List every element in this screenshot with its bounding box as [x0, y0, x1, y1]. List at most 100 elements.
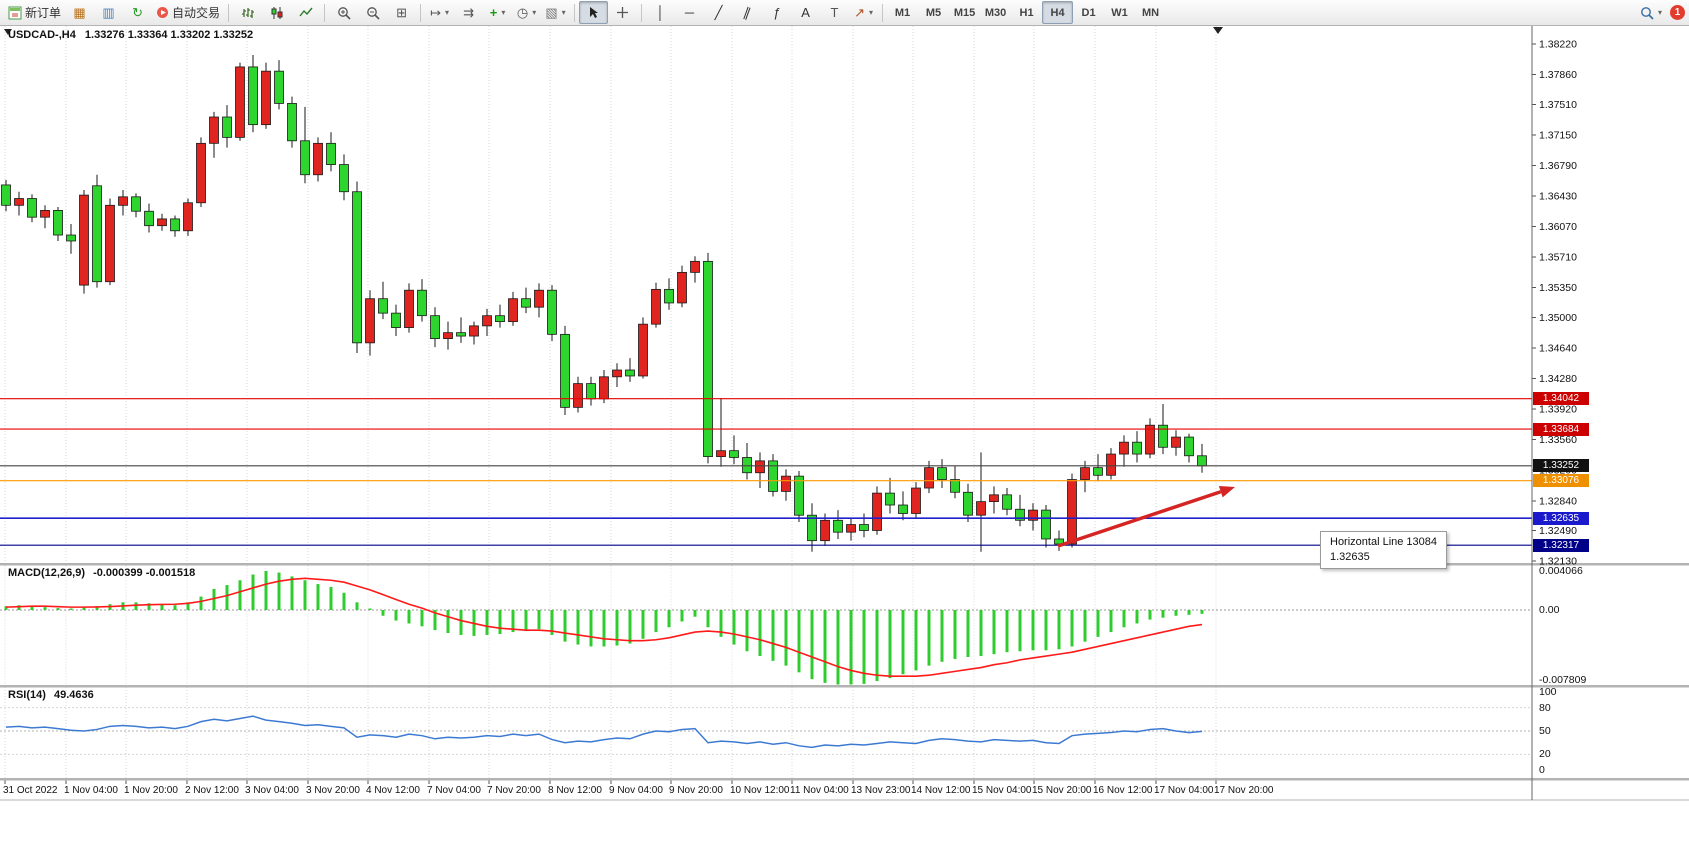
candle — [690, 260, 700, 273]
candle — [352, 191, 362, 344]
candle — [612, 369, 622, 378]
candle — [261, 70, 271, 126]
timeframe-button-mn[interactable]: MN — [1141, 6, 1160, 19]
line-chart-button[interactable] — [291, 1, 320, 24]
time-axis-label: 7 Nov 20:00 — [487, 785, 541, 796]
vertical-line-button[interactable]: │ — [646, 1, 675, 24]
equidistant-channel-icon: ∥ — [741, 4, 754, 21]
candle — [469, 325, 479, 337]
add-indicator-icon: + — [489, 5, 498, 20]
equidistant-channel-button[interactable]: ∥ — [733, 1, 762, 24]
tile-windows-button[interactable]: ⊞ — [387, 1, 416, 24]
candle — [859, 524, 869, 531]
timeframe-button-m1[interactable]: M1 — [894, 6, 911, 19]
rsi-line — [5, 715, 1203, 749]
auto-trading-button[interactable]: 自动交易 — [152, 1, 224, 24]
candle — [599, 376, 609, 400]
vertical-line-icon: │ — [656, 5, 665, 20]
timeframe-button-m5[interactable]: M5 — [925, 6, 942, 19]
candle — [1197, 455, 1207, 467]
axes-group[interactable]: 31 Oct 2022 1 Nov 04:00 1 Nov 20:00 2 Nov 1… — [0, 25, 1689, 801]
search-button[interactable]: ▾ — [1636, 1, 1666, 24]
timeframe-button-d1[interactable]: D1 — [1081, 6, 1096, 19]
one-click-trading-toggle-icon[interactable] — [4, 29, 12, 35]
candle — [716, 450, 726, 458]
rsi-indicator-label: RSI(14) 49.4636 — [8, 689, 94, 701]
text-label-button[interactable]: T — [820, 1, 849, 24]
candle — [417, 289, 427, 317]
time-axis-label: 1 Nov 04:00 — [64, 785, 118, 796]
candlestick-chart-button[interactable] — [262, 1, 291, 24]
candle — [235, 66, 245, 138]
refresh-button[interactable]: ↻ — [123, 1, 152, 24]
candle — [781, 475, 791, 492]
refresh-icon: ↻ — [132, 5, 143, 20]
templates-button[interactable]: ▧ ▾ — [541, 1, 570, 24]
crosshair-icon — [617, 7, 629, 18]
candle — [1028, 509, 1038, 521]
candle — [339, 164, 349, 193]
horizontal-line-button[interactable]: ─ — [675, 1, 704, 24]
toolbar: 新订单 ▦ ▥ ↻ 自动交易 ⊞ ↦ ▾ ⇉ + ▾ ◷ ▾ ▧ ▾ — [0, 0, 1689, 26]
timeframe-button-h1[interactable]: H1 — [1019, 6, 1034, 19]
chevron-down-icon: ▾ — [1657, 8, 1662, 17]
search-icon — [1641, 6, 1654, 20]
candlestick-chart-icon — [271, 6, 283, 19]
new-order-button[interactable]: 新订单 — [4, 1, 65, 24]
time-axis-label: 17 Nov 04:00 — [1154, 785, 1214, 796]
auto-scroll-button[interactable]: ⇉ — [454, 1, 483, 24]
candle — [144, 210, 154, 227]
candle — [872, 492, 882, 531]
object-tooltip: Horizontal Line 13084 1.32635 — [1320, 531, 1448, 569]
cursor-button[interactable] — [579, 1, 609, 24]
candle — [976, 501, 986, 516]
scroll-position-marker-icon[interactable] — [1213, 27, 1223, 34]
fibonacci-button[interactable]: ƒ — [762, 1, 791, 24]
candle — [27, 198, 37, 218]
chart-ohlc-values: 1.33276 1.33364 1.33202 1.33252 — [84, 29, 254, 41]
periods-button[interactable]: ◷ ▾ — [512, 1, 541, 24]
arrow-shapes-button[interactable]: ↗ ▾ — [849, 1, 878, 24]
notification-badge[interactable]: 1 — [1670, 5, 1685, 20]
timeframe-button-m30[interactable]: M30 — [984, 6, 1007, 19]
charts-window-button[interactable]: ▦ — [65, 1, 94, 24]
trend-arrow-line[interactable] — [1057, 490, 1222, 548]
rsi-axis-label: 100 — [1539, 686, 1557, 698]
chart-shift-button[interactable]: ↦ ▾ — [425, 1, 454, 24]
price-tag-1.32635: 1.32635 — [1533, 511, 1589, 525]
text-icon: A — [801, 5, 810, 20]
timeframe-button-m15[interactable]: M15 — [953, 6, 976, 19]
zoom-in-button[interactable] — [329, 1, 358, 24]
crosshair-button[interactable] — [608, 1, 637, 24]
macd-axis-label: -0.007809 — [1539, 674, 1586, 686]
candle — [196, 142, 206, 204]
time-axis-label: 9 Nov 20:00 — [669, 785, 723, 796]
candle — [1119, 441, 1129, 455]
candle — [456, 332, 466, 337]
chevron-down-icon: ▾ — [444, 8, 449, 17]
zoom-out-button[interactable] — [358, 1, 387, 24]
chart-symbol-period: USDCAD-,H4 — [8, 29, 76, 41]
cursor-icon — [590, 7, 599, 18]
auto-scroll-icon: ⇉ — [463, 5, 474, 20]
candle — [105, 204, 115, 283]
text-button[interactable]: A — [791, 1, 820, 24]
timeframe-button-h4[interactable]: H4 — [1042, 1, 1074, 24]
chart-title: USDCAD-,H4 1.33276 1.33364 1.33202 1.332… — [8, 29, 253, 41]
bar-chart-icon — [241, 7, 254, 18]
chart-objects-group[interactable] — [0, 27, 1532, 548]
candle — [313, 142, 323, 176]
timeframe-button-w1[interactable]: W1 — [1111, 6, 1128, 19]
candle — [885, 492, 895, 506]
auto-trading-label: 自动交易 — [172, 6, 221, 20]
bar-chart-button[interactable] — [233, 1, 262, 24]
trendline-button[interactable]: ╱ — [704, 1, 733, 24]
market-profile-button[interactable]: ▥ — [94, 1, 123, 24]
price-axis-label: 1.37510 — [1539, 99, 1577, 111]
time-axis-label: 16 Nov 12:00 — [1093, 785, 1153, 796]
chevron-down-icon: ▾ — [501, 8, 506, 17]
trend-arrow-head[interactable] — [1218, 486, 1235, 498]
periods-clock-icon: ◷ — [516, 5, 529, 20]
add-indicator-button[interactable]: + ▾ — [483, 1, 512, 24]
